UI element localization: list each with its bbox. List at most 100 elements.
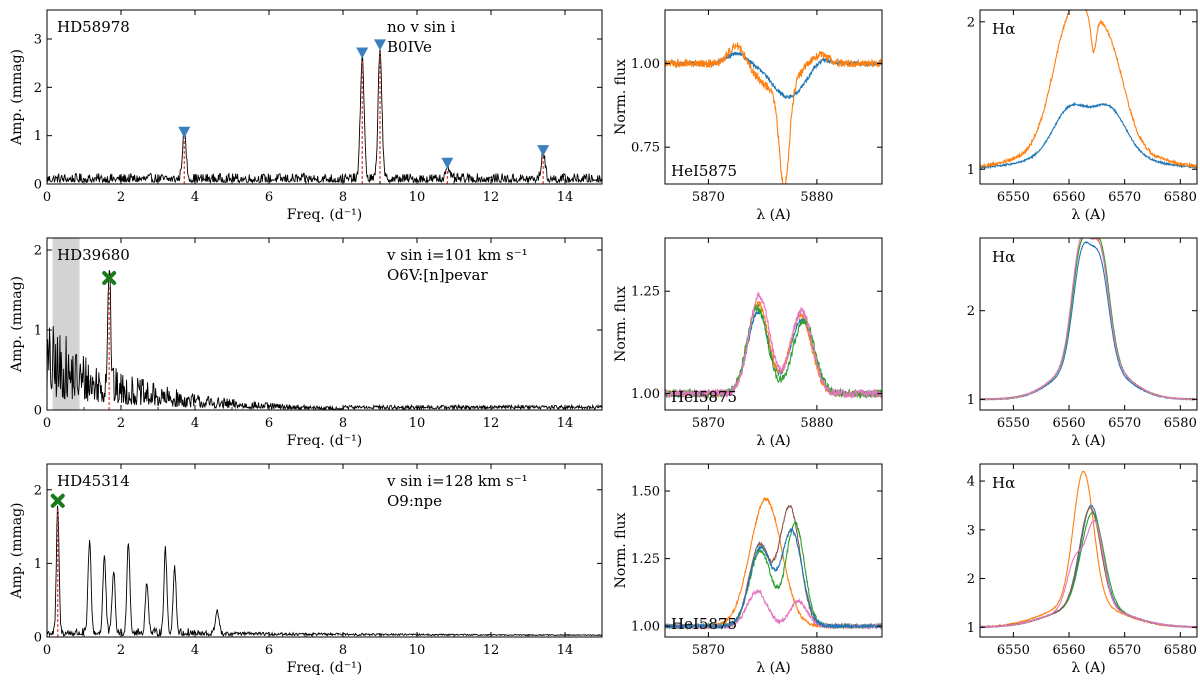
x-axis-label: Freq. (d⁻¹) [287, 207, 362, 223]
plot-area [665, 42, 882, 184]
y-tick-label: 3 [967, 523, 975, 538]
plot-area [980, 238, 1197, 402]
x-tick-label: 14 [557, 416, 574, 431]
x-axis-label: Freq. (d⁻¹) [287, 660, 362, 676]
spectrum-line-4 [665, 292, 882, 400]
line-id-label: HeI5875 [671, 388, 737, 406]
y-tick-label: 1.50 [631, 485, 660, 500]
line-id-label: Hα [992, 248, 1015, 266]
plot-area [47, 505, 602, 637]
x-tick-label: 14 [557, 643, 574, 658]
x-tick-label: 10 [409, 643, 426, 658]
spectrum-line-2 [980, 10, 1197, 169]
x-tick-label: 5870 [692, 190, 725, 205]
x-tick-label: 6 [265, 643, 273, 658]
axes-frame [46, 237, 603, 411]
y-tick-label: 2 [967, 15, 975, 30]
star-name-label: HD58978 [57, 18, 130, 36]
star-name-label: HD45314 [57, 472, 130, 490]
vsini-label: no v sin i [387, 18, 456, 36]
x-tick-label: 6560 [1052, 643, 1085, 658]
panel-p4: 5870 5880 0.75 1.00 λ (A) Norm. flux HeI5875 [613, 9, 883, 223]
y-tick-label: 1 [34, 324, 42, 339]
x-tick-label: 5880 [800, 190, 833, 205]
x-tick-label: 2 [117, 190, 125, 205]
x-tick-label: 5870 [692, 643, 725, 658]
x-tick-label: 8 [339, 190, 347, 205]
x-tick-label: 10 [409, 416, 426, 431]
y-tick-label: 0 [34, 631, 42, 646]
frequency-marker-triangle [537, 145, 550, 157]
frequency-marker-cross [102, 271, 117, 285]
y-axis-label: Amp. (mmag) [9, 276, 25, 373]
x-tick-label: 10 [409, 190, 426, 205]
panel-p9: 6550 6560 6570 6580 1 2 3 4 λ (A) Hα [967, 463, 1198, 676]
x-tick-label: 8 [339, 643, 347, 658]
spectrum-line-2 [665, 42, 882, 184]
y-tick-label: 1.25 [631, 285, 660, 300]
spectrum-line-2 [665, 504, 882, 630]
line-id-label: HeI5875 [671, 615, 737, 633]
x-tick-label: 5870 [692, 416, 725, 431]
frequency-marker-cross [50, 493, 65, 508]
y-tick-label: 3 [34, 33, 42, 48]
y-tick-label: 1 [34, 129, 42, 144]
axes-frame [979, 463, 1198, 638]
x-tick-label: 2 [117, 416, 125, 431]
y-tick-label: 2 [34, 244, 42, 259]
x-tick-label: 6 [265, 416, 273, 431]
axes-frame [979, 237, 1198, 411]
line-id-label: Hα [992, 474, 1015, 492]
x-tick-label: 6 [265, 190, 273, 205]
y-tick-label: 2 [34, 483, 42, 498]
x-tick-label: 6580 [1164, 190, 1197, 205]
amplitude-spectrum-line [47, 48, 602, 184]
plot-area [47, 238, 602, 410]
spectrum-line-5 [980, 519, 1197, 629]
spectral-type-label: O9:npe [387, 492, 442, 510]
frequency-marker-triangle [178, 126, 191, 138]
spectrum-line-1 [980, 470, 1197, 629]
y-tick-label: 2 [967, 304, 975, 319]
x-tick-label: 6570 [1108, 643, 1141, 658]
x-tick-label: 12 [483, 643, 500, 658]
x-axis-label: Freq. (d⁻¹) [287, 433, 362, 449]
vsini-label: v sin i=101 km s⁻¹ [386, 246, 528, 264]
frequency-marker-triangle [356, 47, 369, 59]
x-tick-label: 0 [43, 190, 51, 205]
x-tick-label: 0 [43, 416, 51, 431]
panel-p6: 5870 5880 1.00 1.25 λ (A) Norm. flux HeI5875 [613, 237, 883, 449]
spectrum-line-5 [665, 527, 882, 630]
spectrum-line-4 [980, 507, 1197, 629]
axes-frame [46, 463, 603, 638]
y-axis-label: Norm. flux [613, 59, 629, 135]
y-axis-label: Norm. flux [613, 286, 629, 362]
x-tick-label: 14 [557, 190, 574, 205]
panel-p5: 6550 6560 6570 6580 1 2 λ (A) Hα [967, 9, 1198, 223]
spectrum-line-3 [665, 520, 882, 630]
panel-p7: 6550 6560 6570 6580 1 2 λ (A) Hα [967, 237, 1198, 449]
y-tick-label: 1 [967, 393, 975, 408]
plot-area [980, 470, 1197, 629]
x-axis-label: λ (A) [756, 433, 790, 449]
vsini-label: v sin i=128 km s⁻¹ [386, 472, 528, 490]
x-tick-label: 6550 [997, 416, 1030, 431]
frequency-marker-triangle [441, 157, 454, 169]
x-axis-label: λ (A) [1071, 207, 1105, 223]
plot-area [665, 496, 882, 631]
amplitude-spectrum-line [47, 270, 602, 410]
x-tick-label: 4 [191, 643, 199, 658]
axes-frame [664, 463, 883, 638]
spectrum-line-4 [980, 238, 1197, 401]
x-axis-label: λ (A) [1071, 433, 1105, 449]
x-tick-label: 8 [339, 416, 347, 431]
y-tick-label: 2 [967, 572, 975, 587]
panel-p8: 5870 5880 1.00 1.25 1.50 λ (A) Norm. flux HeI58… [613, 463, 883, 676]
y-axis-label: Norm. flux [613, 512, 629, 588]
spectral-type-label: B0IVe [387, 38, 432, 56]
x-tick-label: 4 [191, 416, 199, 431]
